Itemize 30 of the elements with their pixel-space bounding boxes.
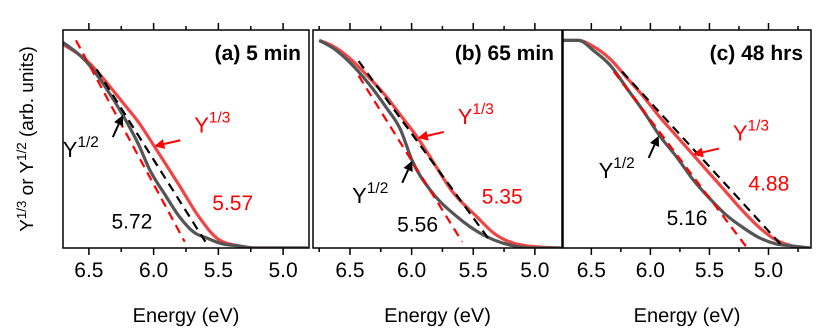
chart-title: (a) 5 min	[214, 42, 301, 65]
chart-title: (b) 65 min	[454, 42, 554, 65]
annotation: Y$^{1/3}$	[732, 117, 769, 146]
x-tick-label: 5.0	[520, 259, 550, 282]
annotation: Y$^{1/2}$	[598, 154, 635, 183]
x-axis-title: Energy (eV)	[384, 305, 491, 327]
x-tick-label: 6.0	[139, 259, 168, 282]
x-tick-label: 5.5	[204, 259, 233, 282]
annotation: Y$^{1/3}$	[458, 100, 494, 129]
x-tick-label: 6.5	[576, 259, 606, 282]
x-tick-label: 6.5	[74, 259, 104, 282]
x-tick-label: 5.0	[754, 259, 784, 282]
x-tick-label: 6.0	[636, 259, 665, 282]
x-tick-label: 5.5	[458, 259, 488, 282]
x-axis-title: Energy (eV)	[132, 305, 240, 327]
annotation: 5.57	[212, 192, 254, 215]
x-tick-label: 5.5	[694, 259, 724, 282]
annotation: 5.72	[111, 210, 152, 234]
annotation: 5.35	[482, 185, 523, 208]
annotation: Y$^{1/2}$	[62, 134, 99, 162]
annotation: Y$^{1/2}$	[352, 179, 388, 208]
annotation: 4.88	[748, 172, 790, 196]
x-tick-label: 5.0	[268, 259, 298, 282]
x-tick-label: 6.5	[335, 259, 365, 282]
annotation: 5.16	[666, 207, 708, 230]
x-tick-label: 6.0	[397, 259, 426, 282]
annotation: Y$^{1/3}$	[194, 108, 230, 138]
x-axis-title: Energy (eV)	[634, 305, 740, 327]
annotation: 5.56	[397, 214, 438, 237]
chart-title: (c) 48 hrs	[710, 42, 803, 65]
